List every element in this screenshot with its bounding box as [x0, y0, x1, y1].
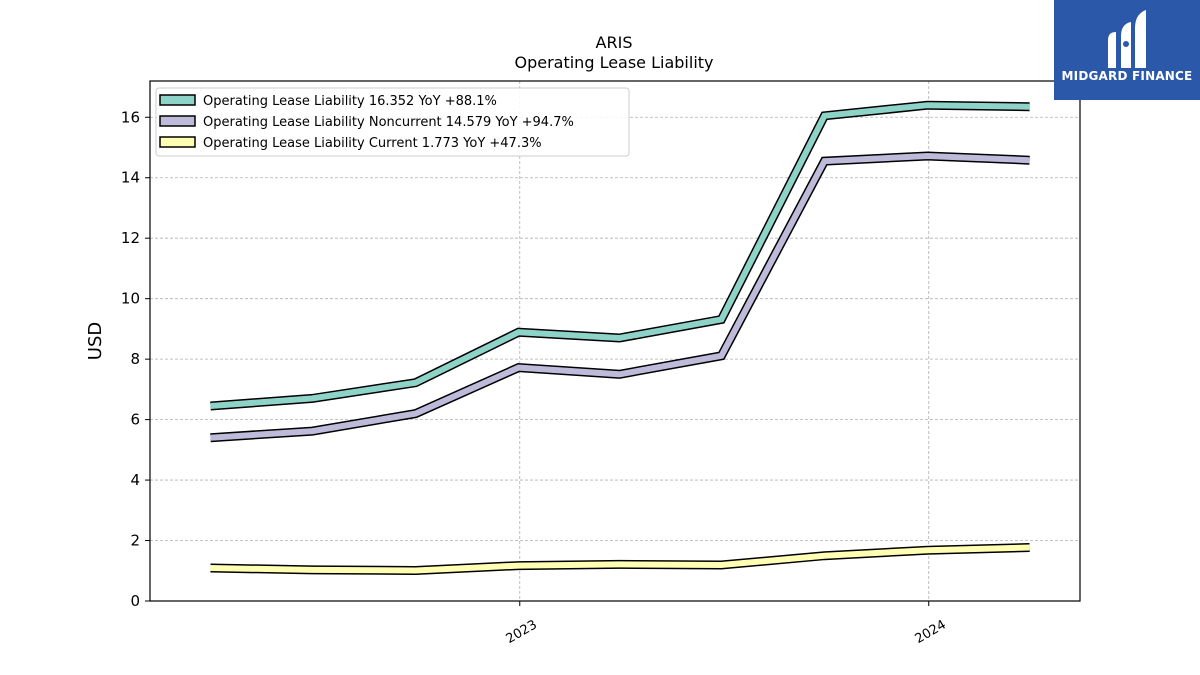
y-tick-label: 10: [121, 290, 140, 308]
chart-subtitle: Operating Lease Liability: [514, 53, 713, 72]
legend-entry: Operating Lease Liability Noncurrent 14.…: [203, 115, 574, 130]
y-tick-label: 6: [130, 411, 140, 429]
series-line-3: [210, 544, 1030, 574]
y-tick-label: 12: [121, 229, 140, 247]
y-tick-label: 14: [121, 169, 140, 187]
y-tick-label: 4: [130, 471, 140, 489]
legend-swatch: [159, 136, 196, 148]
y-axis: 0 2 4 6 8 10 12 14 16: [121, 108, 150, 610]
legend-entry: Operating Lease Liability Current 1.773 …: [203, 136, 542, 151]
x-tick-label: 2024: [913, 617, 949, 647]
y-tick-label: 16: [121, 108, 140, 126]
legend-entry: Operating Lease Liability 16.352 YoY +88…: [203, 94, 497, 109]
legend-box: [155, 87, 630, 157]
y-tick-label: 0: [130, 592, 140, 610]
plot-frame: [149, 80, 1081, 602]
x-axis: 2023 2024: [504, 601, 949, 647]
x-tick-label: 2023: [504, 617, 540, 647]
series-line-2: [210, 152, 1030, 441]
y-tick-label: 8: [130, 350, 140, 368]
y-axis-label: USD: [85, 322, 106, 360]
y-tick-label: 2: [130, 532, 140, 550]
logo-text: MIDGARD FINANCE: [1061, 69, 1193, 83]
legend-swatch: [159, 94, 196, 106]
series-layer: [210, 100, 1030, 576]
legend: Operating Lease Liability 16.352 YoY +88…: [155, 87, 630, 157]
chart-title: ARIS: [596, 33, 633, 52]
logo-mark-icon: [1108, 10, 1146, 68]
brand-logo: MIDGARD FINANCE: [1054, 0, 1200, 100]
series-line-1: [210, 102, 1030, 409]
legend-swatch: [159, 115, 196, 127]
